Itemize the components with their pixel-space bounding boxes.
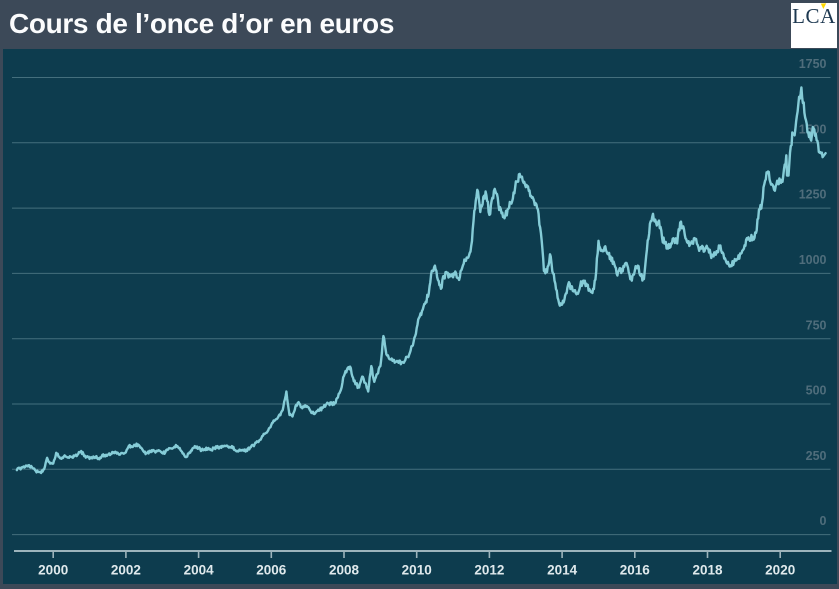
svg-text:2010: 2010	[402, 563, 432, 578]
svg-text:2002: 2002	[111, 563, 141, 578]
svg-text:0: 0	[820, 514, 827, 528]
svg-text:2000: 2000	[38, 563, 68, 578]
svg-text:2012: 2012	[474, 563, 504, 578]
svg-text:2016: 2016	[620, 563, 651, 578]
svg-text:2008: 2008	[329, 563, 360, 578]
svg-text:2020: 2020	[765, 563, 795, 578]
svg-text:2014: 2014	[547, 563, 578, 578]
svg-text:2004: 2004	[184, 563, 215, 578]
svg-text:1000: 1000	[799, 253, 827, 267]
svg-text:250: 250	[806, 449, 827, 463]
svg-text:500: 500	[806, 384, 827, 398]
svg-text:750: 750	[806, 318, 827, 332]
svg-text:1750: 1750	[799, 57, 827, 71]
svg-text:1250: 1250	[799, 188, 827, 202]
svg-text:2006: 2006	[256, 563, 287, 578]
svg-text:2018: 2018	[692, 563, 723, 578]
